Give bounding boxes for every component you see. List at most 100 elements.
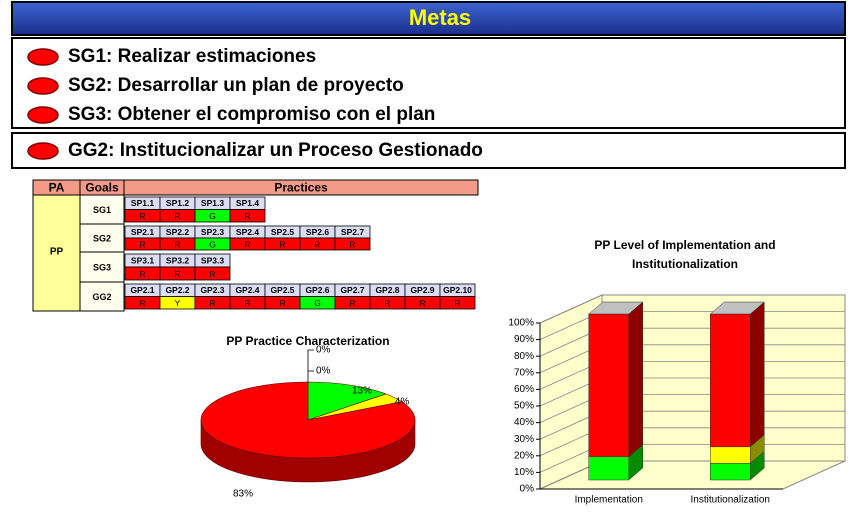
practice-label: GP2.4: [235, 285, 259, 295]
goal-text: SG2: Desarrollar un plan de proyecto: [68, 75, 404, 96]
header-label: Goals: [85, 181, 119, 195]
y-tick-label: 30%: [514, 434, 534, 445]
practice-label: GP2.3: [200, 285, 224, 295]
goal-bullet: [27, 106, 59, 124]
pie-value-label: 83%: [233, 489, 253, 500]
y-tick-label: 50%: [514, 401, 534, 412]
rating-label: R: [244, 298, 250, 308]
header-cell: [32, 179, 479, 196]
goal-bullet: [27, 77, 59, 95]
header-label: PA: [49, 181, 65, 195]
rating-label: G: [209, 211, 216, 221]
rating-label: R: [174, 239, 180, 249]
y-tick-label: 10%: [514, 467, 534, 478]
rating-label: R: [139, 211, 145, 221]
pie-slice: [307, 381, 387, 421]
pa-cell: [32, 194, 81, 312]
y-tick-label: 0%: [520, 484, 535, 495]
pie-value-label: 13%: [352, 386, 372, 397]
rating-label: R: [139, 298, 145, 308]
leader-line: [307, 349, 314, 382]
practice-label: SP3.2: [166, 255, 189, 265]
pie-title: PP Practice Characterization: [226, 334, 389, 348]
practice-label: SP3.1: [131, 255, 154, 265]
rating-label: R: [174, 211, 180, 221]
rating-cell: [439, 296, 476, 310]
rating-label: R: [279, 239, 285, 249]
practice-label: SP1.4: [236, 198, 259, 208]
practice-label: SP2.6: [306, 227, 329, 237]
goals-list: SG1: Realizar estimaciones SG2: Desarroll…: [27, 46, 483, 161]
x-tick-label: Institutionalization: [691, 495, 771, 506]
y-tick-label: 40%: [514, 417, 534, 428]
goal-cell: [79, 281, 125, 312]
goal-text: SG1: Realizar estimaciones: [68, 46, 316, 67]
pie-value-label: 0%: [316, 366, 331, 377]
rating-label: R: [139, 269, 145, 279]
rating-label: G: [209, 239, 216, 249]
goal-cell: [79, 251, 125, 283]
practice-table: PA Goals PracticesPPSG1SP1.1RSP1.2RSP1.3GS…: [32, 179, 479, 312]
practice-label: SP1.1: [131, 198, 154, 208]
goal-label: SG1: [93, 205, 111, 215]
practice-label: SP2.3: [201, 227, 224, 237]
rating-label: G: [314, 298, 321, 308]
rating-label: R: [279, 298, 285, 308]
rating-label: R: [349, 239, 355, 249]
pie-slice: [200, 381, 416, 459]
practice-label: SP2.4: [236, 227, 259, 237]
practice-label: SP3.3: [201, 255, 224, 265]
y-tick-label: 20%: [514, 450, 534, 461]
goal-text: GG2: Institucionalizar un Proceso Gestio…: [68, 140, 483, 161]
practice-label: SP1.2: [166, 198, 189, 208]
generic-goal-box: [11, 132, 846, 169]
bar-chart-title: PP Level of Implementation and Instituti…: [594, 238, 776, 271]
y-tick-label: 60%: [514, 384, 534, 395]
bar-segment: [588, 313, 629, 458]
rating-label: Y: [175, 298, 181, 308]
bar-chart: 0% 10% 20% 30% 40% 50% 60% 70% 80% 90% 100% Impleme…: [508, 294, 846, 506]
y-tick-label: 70%: [514, 367, 534, 378]
practice-label: GP2.10: [443, 285, 472, 295]
rating-label: R: [209, 298, 215, 308]
rating-label: R: [174, 269, 180, 279]
practice-label: GP2.1: [130, 285, 154, 295]
rating-label: R: [419, 298, 425, 308]
y-tick-label: 90%: [514, 334, 534, 345]
practice-label: GP2.9: [410, 285, 434, 295]
bar-segment: [710, 463, 751, 481]
practice-label: SP2.5: [271, 227, 294, 237]
y-tick-label: 80%: [514, 351, 534, 362]
practice-label: GP2.7: [340, 285, 364, 295]
rating-label: R: [244, 239, 250, 249]
rating-label: R: [384, 298, 390, 308]
practice-label: GP2.2: [165, 285, 189, 295]
rating-cell: [229, 209, 266, 223]
goal-bullet: [27, 48, 59, 66]
bar-top: [588, 301, 644, 315]
practice-label: GP2.5: [270, 285, 294, 295]
pie-value-label: 0%: [316, 345, 331, 356]
rating-label: R: [314, 239, 320, 249]
bar-segment: [710, 446, 751, 464]
pa-label: PP: [50, 247, 64, 258]
bar-top: [709, 301, 765, 315]
practice-label: SP2.7: [341, 227, 364, 237]
goal-bullet: [27, 142, 59, 160]
goal-label: GG2: [92, 292, 111, 302]
header-title: Metas: [409, 5, 471, 30]
goal-text: SG3: Obtener el compromiso con el plan: [68, 104, 435, 125]
x-tick-label: Implementation: [575, 495, 643, 506]
bar-segment: [710, 313, 751, 448]
goals-box: [11, 37, 846, 129]
goal-label: SG2: [93, 233, 111, 243]
grid-line: [539, 294, 845, 324]
y-tick-label: 100%: [508, 318, 534, 329]
header-bar: [11, 1, 846, 36]
bar-segment: [588, 456, 629, 481]
goal-cell: [79, 223, 125, 253]
practice-label: SP2.2: [166, 227, 189, 237]
